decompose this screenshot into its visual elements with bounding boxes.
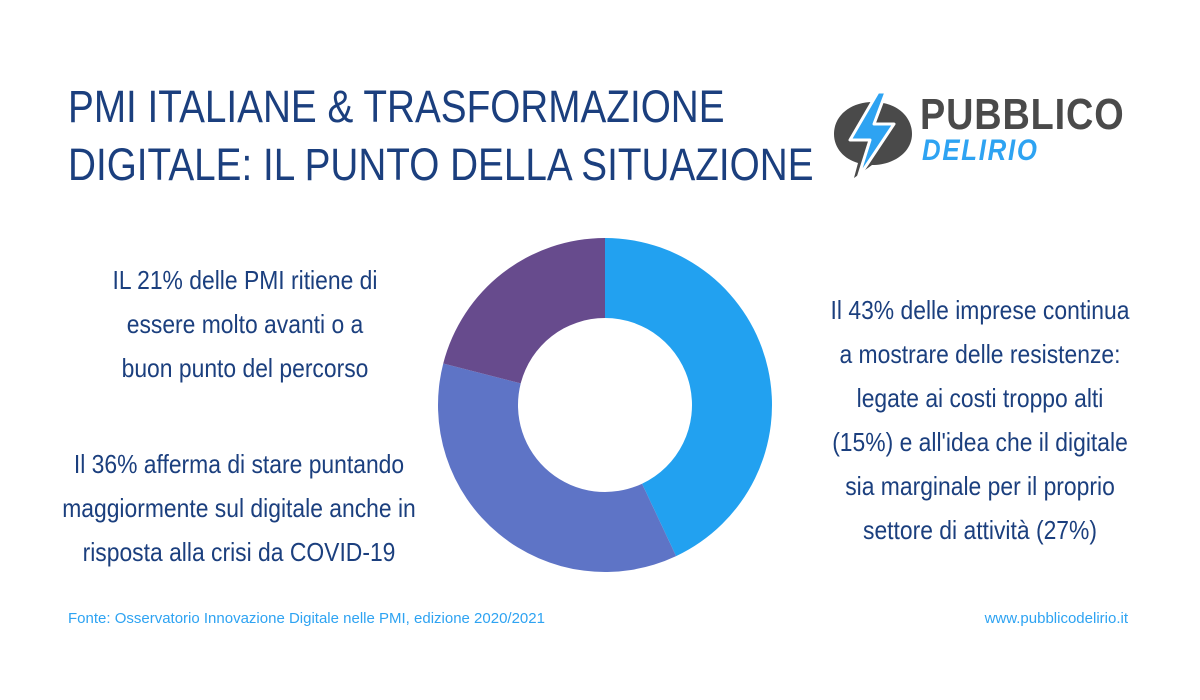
- callout-left-top: IL 21% delle PMI ritiene di essere molto…: [65, 258, 426, 390]
- callout-line: sia marginale per il proprio: [845, 471, 1115, 501]
- title-line-2: DIGITALE: IL PUNTO DELLA SITUAZIONE: [68, 139, 814, 190]
- logo-word-delirio: DELIRIO: [922, 134, 1039, 167]
- callout-line: legate ai costi troppo alti: [856, 383, 1104, 413]
- donut-chart: [438, 237, 773, 572]
- callout-line: maggiormente sul digitale anche in: [62, 493, 416, 523]
- donut-slice-2: [438, 363, 677, 572]
- callout-line: Il 43% delle imprese continua: [830, 295, 1130, 325]
- logo-word-pubblico: PUBBLICO: [920, 90, 1125, 139]
- callout-line: essere molto avanti o a: [126, 309, 364, 339]
- callout-line: buon punto del percorso: [121, 353, 369, 383]
- title-line-1: PMI ITALIANE & TRASFORMAZIONE: [68, 81, 725, 132]
- callout-left-bottom: Il 36% afferma di stare puntando maggior…: [41, 442, 437, 574]
- callout-line: settore di attività (27%): [863, 515, 1097, 545]
- callout-right: Il 43% delle imprese continua a mostrare…: [795, 288, 1165, 552]
- donut-slice-1: [605, 238, 773, 557]
- donut-slice-3: [443, 237, 605, 384]
- website-link[interactable]: www.pubblicodelirio.it: [984, 610, 1128, 627]
- brand-logo: PUBBLICO DELIRIO: [828, 90, 1124, 180]
- callout-line: Il 36% afferma di stare puntando: [73, 449, 405, 479]
- page-title: PMI ITALIANE & TRASFORMAZIONE DIGITALE: …: [68, 78, 814, 194]
- lightning-bubble-icon: [834, 90, 912, 180]
- callout-line: a mostrare delle resistenze:: [839, 339, 1121, 369]
- callout-line: IL 21% delle PMI ritiene di: [112, 265, 378, 295]
- callout-line: risposta alla crisi da COVID-19: [82, 537, 396, 567]
- callout-line: (15%) e all'idea che il digitale: [832, 427, 1128, 457]
- source-note: Fonte: Osservatorio Innovazione Digitale…: [68, 610, 545, 627]
